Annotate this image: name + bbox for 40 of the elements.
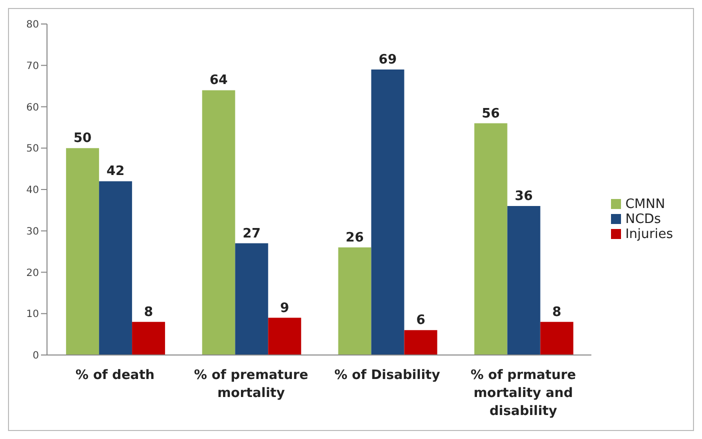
y-tick-label: 0 — [32, 350, 39, 362]
y-tick-label: 80 — [26, 20, 39, 31]
bar — [404, 330, 438, 355]
data-label: 64 — [210, 73, 228, 88]
bar — [99, 181, 132, 355]
bar — [338, 247, 372, 355]
x-tick-label: % of death — [76, 368, 155, 383]
bar — [540, 322, 574, 355]
bar — [132, 322, 166, 355]
x-tick-label: % of Disability — [334, 368, 441, 383]
x-tick-label: % of prmature mortality and disability — [470, 368, 576, 419]
bar — [507, 206, 540, 355]
bar — [66, 148, 100, 355]
data-label: 26 — [346, 230, 364, 246]
data-label: 42 — [106, 164, 125, 180]
bar — [268, 318, 302, 355]
y-tick-label: 30 — [26, 226, 39, 238]
legend-label: NCDs — [625, 212, 661, 227]
data-label: 27 — [242, 226, 261, 242]
data-label: 50 — [74, 131, 92, 146]
data-label: 6 — [416, 313, 426, 328]
bar — [474, 123, 508, 355]
data-label: 9 — [280, 300, 290, 316]
legend-label: Injuries — [625, 227, 673, 242]
y-tick-label: 60 — [26, 102, 39, 114]
data-label: 56 — [482, 106, 500, 122]
y-tick-label: 70 — [26, 60, 39, 72]
legend-label: CMNN — [625, 197, 666, 212]
x-tick-label: % of premature mortality — [194, 368, 308, 401]
bar — [235, 243, 268, 355]
bar — [371, 70, 404, 355]
data-label: 8 — [144, 304, 154, 320]
data-label: 36 — [514, 189, 533, 204]
y-tick-label: 40 — [26, 185, 39, 196]
y-tick-label: 50 — [26, 144, 39, 155]
y-tick-label: 20 — [26, 268, 39, 279]
bar — [202, 90, 236, 355]
y-tick-label: 10 — [26, 309, 39, 320]
data-label: 69 — [378, 52, 397, 68]
data-label: 8 — [552, 304, 562, 320]
